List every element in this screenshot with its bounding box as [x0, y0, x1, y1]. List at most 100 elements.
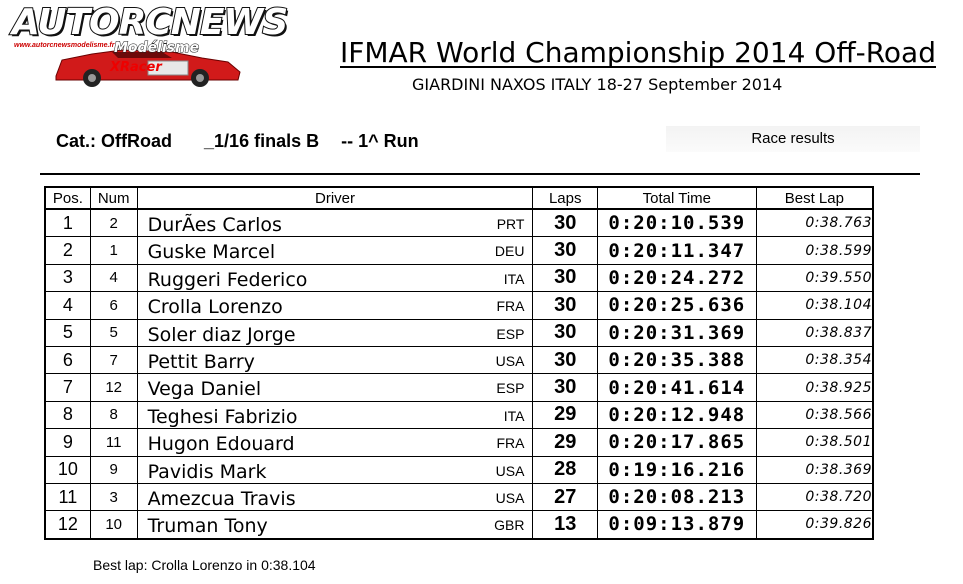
table-row: 6 7 Pettit Barry USA 30 0:20:35.388 0:38.354 [44, 345, 874, 375]
cell-num: 8 [89, 400, 138, 430]
cell-total-time: 0:20:24.272 [596, 263, 757, 293]
cell-driver: Pavidis Mark USA [136, 455, 534, 484]
cell-pos: 6 [44, 345, 91, 375]
cell-driver: Soler diaz Jorge ESP [136, 318, 534, 347]
driver-nation: FRA [496, 298, 525, 315]
driver-name: Amezcua Travis [147, 487, 296, 510]
cell-laps: 30 [532, 263, 598, 293]
cell-best-lap: 0:38.104 [755, 291, 874, 320]
cell-laps: 30 [532, 318, 598, 347]
cell-best-lap: 0:38.925 [755, 373, 874, 402]
cell-total-time: 0:19:16.216 [596, 455, 757, 484]
cell-driver: Vega Daniel ESP [136, 373, 534, 402]
cell-best-lap: 0:38.369 [755, 455, 874, 484]
cell-laps: 27 [532, 482, 598, 512]
cell-best-lap: 0:38.354 [755, 345, 874, 375]
cell-total-time: 0:20:31.369 [596, 318, 757, 347]
driver-nation: FRA [496, 435, 525, 452]
cell-best-lap: 0:38.599 [755, 236, 874, 265]
cell-best-lap: 0:38.501 [755, 428, 874, 457]
cell-best-lap: 0:39.826 [755, 510, 874, 540]
driver-name: Vega Daniel [147, 378, 262, 401]
cell-num: 1 [89, 236, 138, 265]
cell-best-lap: 0:38.566 [755, 400, 874, 430]
table-row: 11 3 Amezcua Travis USA 27 0:20:08.213 0:38.72… [44, 482, 874, 512]
cell-laps: 30 [532, 345, 598, 375]
cell-driver: Crolla Lorenzo FRA [136, 291, 534, 320]
cell-total-time: 0:20:08.213 [596, 482, 757, 512]
driver-name: Soler diaz Jorge [147, 323, 296, 346]
category-line: Cat.: OffRoad _1/16 finals B -- 1^ Run [56, 131, 419, 152]
final-label: _1/16 finals B [204, 131, 320, 151]
logo-badge: XRacer [110, 60, 162, 75]
cell-num: 9 [89, 455, 138, 484]
driver-nation: USA [495, 489, 525, 506]
cell-pos: 9 [44, 428, 91, 457]
cell-best-lap: 0:38.763 [755, 208, 874, 238]
table-row: 7 12 Vega Daniel ESP 30 0:20:41.614 0:38.925 [44, 373, 874, 402]
cell-num: 2 [89, 208, 138, 238]
cell-laps: 13 [532, 510, 598, 540]
cell-total-time: 0:20:17.865 [596, 428, 757, 457]
table-row: 8 8 Teghesi Fabrizio ITA 29 0:20:12.948 0:38.5… [44, 400, 874, 430]
cell-pos: 1 [44, 208, 91, 238]
cell-pos: 5 [44, 318, 91, 347]
cell-driver: Guske Marcel DEU [136, 236, 534, 265]
cell-laps: 28 [532, 455, 598, 484]
header-best-lap: Best Lap [755, 186, 874, 210]
table-row: 5 5 Soler diaz Jorge ESP 30 0:20:31.369 0:38.8… [44, 318, 874, 347]
header-pos: Pos. [44, 186, 91, 210]
cell-driver: Truman Tony GBR [136, 510, 534, 540]
divider [40, 173, 920, 175]
driver-nation: DEU [494, 243, 525, 260]
cell-driver: Teghesi Fabrizio ITA [136, 400, 534, 430]
cell-total-time: 0:20:11.347 [596, 236, 757, 265]
category-label: Cat.: OffRoad [56, 131, 172, 151]
cell-num: 4 [89, 263, 138, 293]
driver-nation: PRT [496, 216, 525, 232]
cell-driver: Pettit Barry USA [136, 345, 534, 375]
table-row: 12 10 Truman Tony GBR 13 0:09:13.879 0:39.826 [44, 510, 874, 540]
logo-title: AUTORCNEWS [11, 1, 289, 44]
cell-driver: Ruggeri Federico ITA [136, 263, 534, 293]
best-lap-summary: Best lap: Crolla Lorenzo in 0:38.104 [93, 557, 316, 573]
cell-total-time: 0:20:10.539 [596, 208, 757, 238]
table-row: 9 11 Hugon Edouard FRA 29 0:20:17.865 0:38.501 [44, 428, 874, 457]
cell-pos: 12 [44, 510, 91, 540]
cell-pos: 3 [44, 263, 91, 293]
driver-nation: USA [495, 462, 525, 479]
driver-nation: ESP [496, 325, 525, 342]
cell-total-time: 0:20:41.614 [596, 373, 757, 402]
cell-total-time: 0:20:35.388 [596, 345, 757, 375]
cell-laps: 30 [532, 236, 598, 265]
driver-name: Guske Marcel [147, 241, 276, 264]
results-table: Pos. Num Driver Laps Total Time Best Lap… [44, 186, 874, 540]
cell-pos: 10 [44, 455, 91, 484]
logo-subtitle: Modélisme [113, 40, 200, 57]
cell-pos: 8 [44, 400, 91, 430]
autorcnews-logo: AUTORCNEWS www.autorcnewsmodelisme.fr Mo… [6, 1, 289, 90]
race-car-icon [55, 49, 241, 87]
driver-name: Ruggeri Federico [147, 268, 308, 291]
header-driver: Driver [136, 186, 534, 210]
cell-total-time: 0:20:12.948 [596, 400, 757, 430]
cell-pos: 4 [44, 291, 91, 320]
cell-pos: 11 [44, 482, 91, 512]
cell-laps: 30 [532, 291, 598, 320]
logo-url: www.autorcnewsmodelisme.fr [14, 42, 115, 49]
driver-name: Pettit Barry [147, 350, 255, 373]
header-total-time: Total Time [596, 186, 757, 210]
cell-driver: DurÃes Carlos PRT [136, 208, 534, 238]
driver-name: DurÃes Carlos [147, 214, 282, 236]
table-row: 4 6 Crolla Lorenzo FRA 30 0:20:25.636 0:38.104 [44, 291, 874, 320]
results-body: 1 2 DurÃes Carlos PRT 30 0:20:10.539 0:38.763 2… [44, 208, 874, 540]
driver-name: Truman Tony [147, 515, 268, 538]
driver-nation: USA [495, 352, 525, 369]
cell-num: 6 [89, 291, 138, 320]
cell-total-time: 0:09:13.879 [596, 510, 757, 540]
cell-num: 11 [89, 428, 138, 457]
header-laps: Laps [532, 186, 598, 210]
cell-laps: 30 [532, 373, 598, 402]
cell-num: 5 [89, 318, 138, 347]
driver-name: Hugon Edouard [147, 433, 295, 456]
